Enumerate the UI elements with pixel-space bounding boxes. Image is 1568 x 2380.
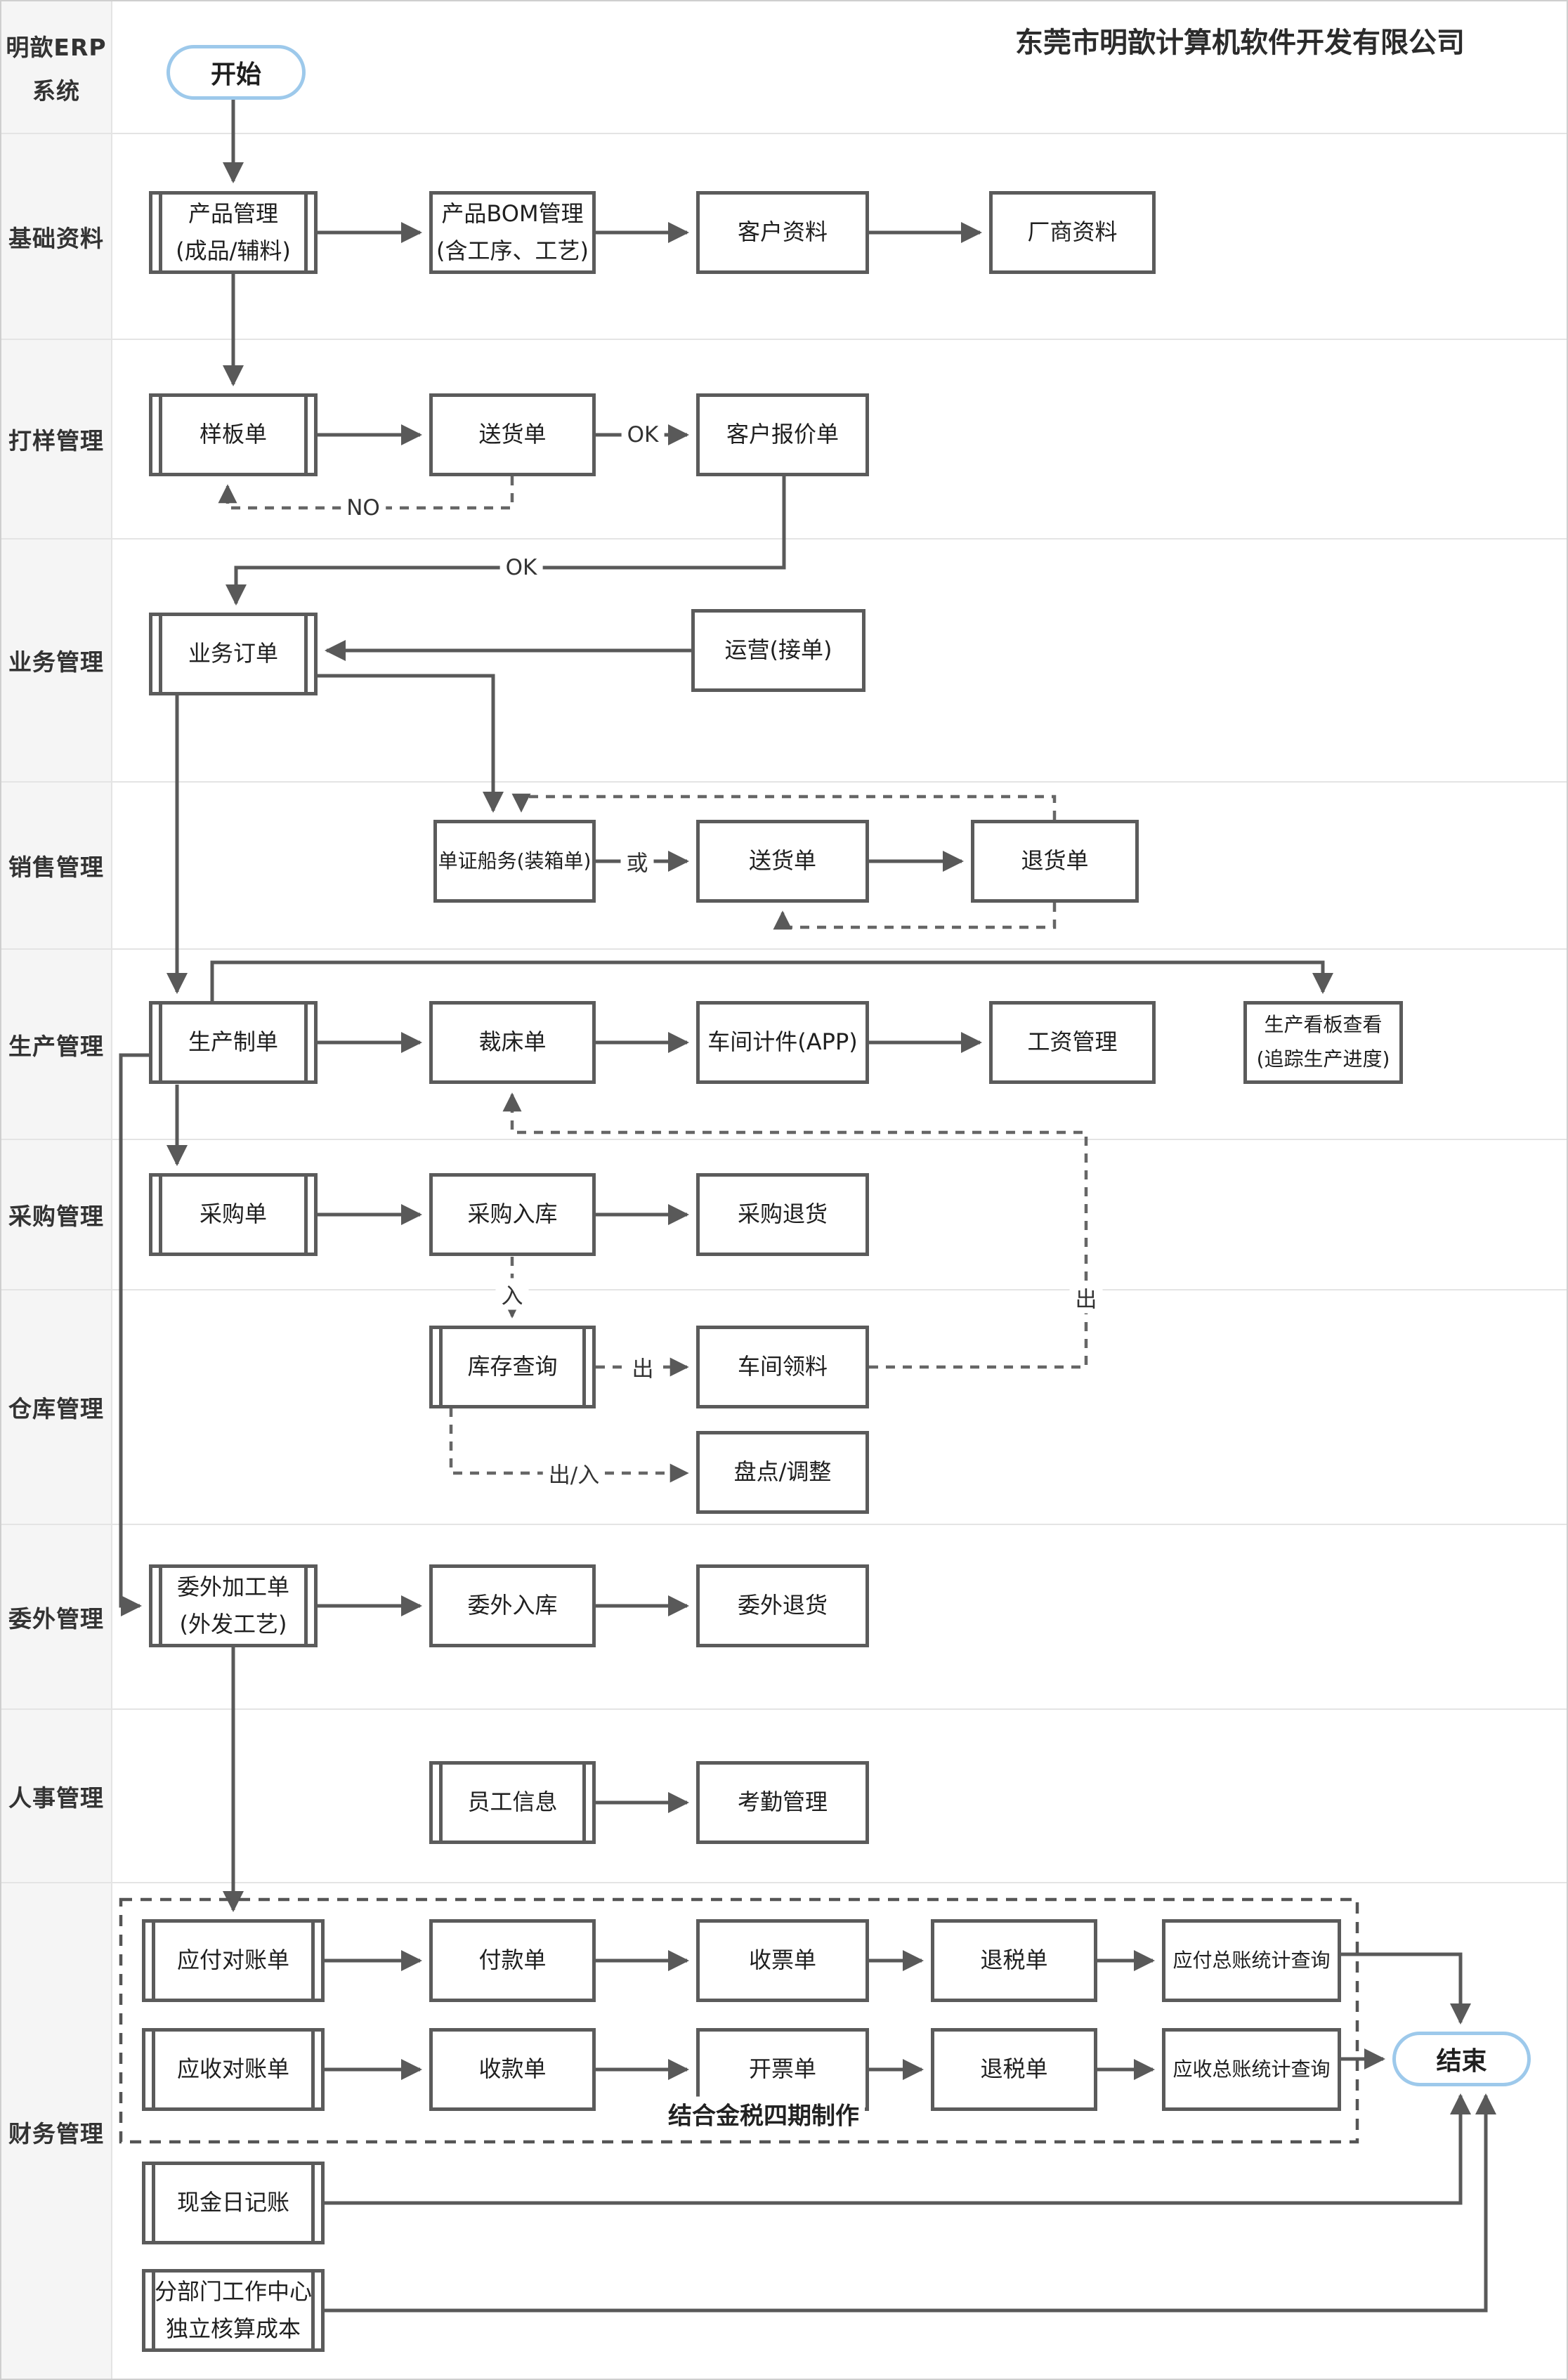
node-outsource-return: 委外退货: [696, 1564, 869, 1647]
edge-salesorder-shippingdoc: [318, 674, 504, 813]
node-stock-query: 库存查询: [429, 1326, 596, 1408]
lane-basic: 基础资料: [1, 133, 1567, 339]
lane-header-line1: 明歆ERP: [6, 33, 107, 61]
lane-header: 明歆ERP 系统: [1, 1, 1567, 133]
node-operation-order: 运营(接单): [691, 609, 865, 692]
label-out-1: 出: [626, 1351, 660, 1383]
label-golden-tax: 结合金税四期制作: [662, 2096, 865, 2131]
lane-sample-label: 打样管理: [8, 427, 104, 455]
lane-sales-label: 销售管理: [8, 854, 104, 881]
node-outsource-in: 委外入库: [429, 1564, 596, 1647]
node-tax-refund-2: 退税单: [931, 2028, 1097, 2111]
node-material-requisition: 车间领料: [696, 1326, 869, 1408]
edge-dashed-return-delivery: [773, 903, 1057, 930]
node-ar-statement: 应收对账单: [142, 2028, 325, 2111]
node-purchase-order: 采购单: [149, 1173, 318, 1256]
lane-warehouse: 仓库管理: [1, 1289, 1567, 1524]
golden-tax-dashed-group: [119, 1897, 1359, 2144]
lane-outsource-label: 委外管理: [8, 1604, 104, 1633]
start-node: 开始: [166, 45, 306, 100]
edge-dashed-return-shippingdoc: [511, 793, 1057, 820]
end-node-label: 结束: [1436, 2047, 1487, 2076]
node-sales-return: 退货单: [971, 820, 1139, 903]
lane-header-line2: 系统: [32, 77, 80, 105]
edge-mo-outsource: [119, 1053, 149, 1616]
node-cutting-order: 裁床单: [429, 1001, 596, 1084]
node-invoice-receive: 收票单: [696, 1919, 869, 2002]
node-ap-statement: 应付对账单: [142, 1919, 325, 2002]
edge-quotation-salesorder-ok: [226, 476, 786, 606]
label-in-out: 出/入: [542, 1457, 606, 1489]
node-dept-costing: 分部门工作中心 独立核算成本: [142, 2269, 325, 2352]
edge-apledger-end: [1341, 1952, 1471, 2025]
lane-purchase-label: 采购管理: [8, 1203, 104, 1230]
node-piecework-app: 车间计件(APP): [696, 1001, 869, 1084]
edge-cashjournal-end: [325, 2093, 1471, 2205]
node-production-kanban: 生产看板查看 (追踪生产进度): [1243, 1001, 1403, 1084]
label-in: 入: [495, 1278, 529, 1310]
start-node-label: 开始: [210, 60, 261, 89]
lane-hr: 人事管理: [1, 1708, 1567, 1882]
label-ok-2: OK: [499, 555, 543, 580]
end-node: 结束: [1392, 2032, 1531, 2086]
node-ar-ledger-query: 应收总账统计查询: [1162, 2028, 1341, 2111]
node-receipt-order: 收款单: [429, 2028, 596, 2111]
label-out-2: 出: [1069, 1281, 1103, 1314]
lane-sample: 打样管理: [1, 339, 1567, 538]
lane-production: 生产管理: [1, 948, 1567, 1139]
node-sales-order: 业务订单: [149, 613, 318, 695]
node-purchase-return: 采购退货: [696, 1173, 869, 1256]
lane-purchase: 采购管理: [1, 1139, 1567, 1289]
lane-hr-label: 人事管理: [8, 1784, 104, 1812]
lane-finance: 财务管理: [1, 1882, 1567, 2379]
lane-business-label: 业务管理: [8, 648, 104, 676]
label-or: 或: [620, 845, 654, 877]
lane-basic-label: 基础资料: [8, 224, 104, 252]
lane-production-label: 生产管理: [8, 1032, 104, 1060]
node-outsource-order: 委外加工单 (外发工艺): [149, 1564, 318, 1647]
lane-header-label: 明歆ERP 系统: [1, 1, 112, 133]
node-sample-delivery: 送货单: [429, 393, 596, 476]
label-no: NO: [341, 495, 386, 521]
node-vendor-data: 厂商资料: [989, 191, 1156, 274]
label-ok-1: OK: [621, 422, 665, 447]
lane-finance-label: 财务管理: [8, 2119, 104, 2147]
node-attendance: 考勤管理: [696, 1761, 869, 1844]
node-sales-delivery: 送货单: [696, 820, 869, 903]
node-stocktake-adjust: 盘点/调整: [696, 1431, 869, 1514]
node-sample-order: 样板单: [149, 393, 318, 476]
edge-mo-kanban: [210, 960, 1333, 1001]
node-customer-quotation: 客户报价单: [696, 393, 869, 476]
node-product-management: 产品管理 (成品/辅料): [149, 191, 318, 274]
node-payment-order: 付款单: [429, 1919, 596, 2002]
node-shipping-doc: 单证船务(装箱单): [433, 820, 596, 903]
company-title: 东莞市明歆计算机软件开发有限公司: [1015, 27, 1465, 59]
edge-dashed-stock-stocktake: [449, 1408, 689, 1483]
lane-warehouse-label: 仓库管理: [8, 1395, 104, 1423]
node-tax-refund-1: 退税单: [931, 1919, 1097, 2002]
lane-outsource: 委外管理: [1, 1524, 1567, 1708]
edge-deptcosting-end: [325, 2093, 1496, 2313]
node-purchase-in: 采购入库: [429, 1173, 596, 1256]
node-cash-journal: 现金日记账: [142, 2162, 325, 2244]
node-customer-data: 客户资料: [696, 191, 869, 274]
node-manufacture-order: 生产制单: [149, 1001, 318, 1084]
node-payroll: 工资管理: [989, 1001, 1156, 1084]
node-bom-management: 产品BOM管理 (含工序、工艺): [429, 191, 596, 274]
node-employee-info: 员工信息: [429, 1761, 596, 1844]
lane-sales: 销售管理: [1, 781, 1567, 948]
node-ap-ledger-query: 应付总账统计查询: [1162, 1919, 1341, 2002]
